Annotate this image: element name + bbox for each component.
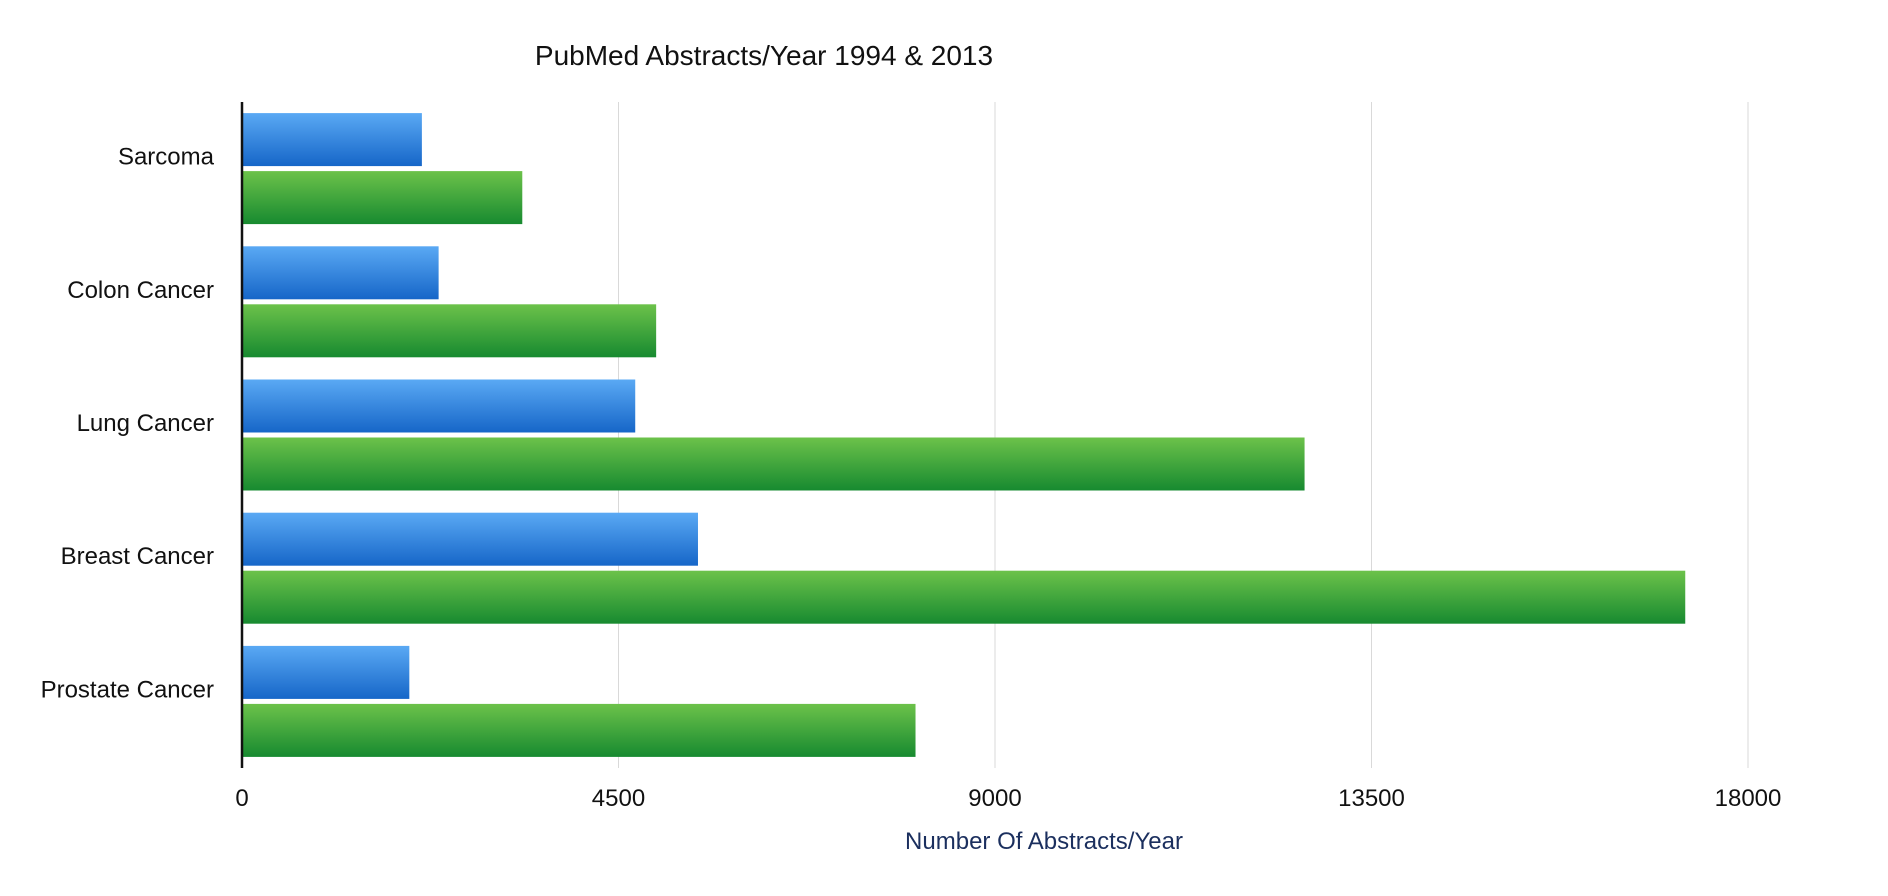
x-tick-label: 13500: [1338, 785, 1405, 812]
category-label: Prostate Cancer: [41, 676, 214, 703]
bar-colon-cancer-series-2: [242, 304, 657, 358]
bar-breast-cancer-series-2: [242, 570, 1686, 624]
category-label: Lung Cancer: [77, 410, 214, 437]
bar-breast-cancer-series-1: [242, 512, 698, 566]
category-label: Sarcoma: [118, 144, 215, 171]
bar-sarcoma-series-2: [242, 171, 523, 225]
x-tick-label: 18000: [1715, 785, 1782, 812]
bar-colon-cancer-series-1: [242, 246, 439, 300]
x-tick-labels: 0 4500 9000 13500 18000: [235, 785, 1781, 812]
category-label: Breast Cancer: [61, 543, 214, 570]
bar-prostate-cancer-series-2: [242, 703, 916, 757]
category-label: Colon Cancer: [67, 277, 214, 304]
bar-lung-cancer-series-1: [242, 379, 636, 433]
chart-title: PubMed Abstracts/Year 1994 & 2013: [535, 40, 993, 71]
bar-lung-cancer-series-2: [242, 437, 1305, 491]
x-tick-label: 4500: [592, 785, 645, 812]
x-axis-title: Number Of Abstracts/Year: [905, 828, 1183, 855]
bar-prostate-cancer-series-1: [242, 645, 410, 699]
x-tick-label: 0: [235, 785, 248, 812]
x-tick-label: 9000: [968, 785, 1021, 812]
bar-sarcoma-series-1: [242, 113, 422, 167]
bars: [242, 113, 1686, 757]
gridlines: [618, 102, 1749, 768]
category-labels: Sarcoma Colon Cancer Lung Cancer Breast Can…: [41, 144, 215, 704]
